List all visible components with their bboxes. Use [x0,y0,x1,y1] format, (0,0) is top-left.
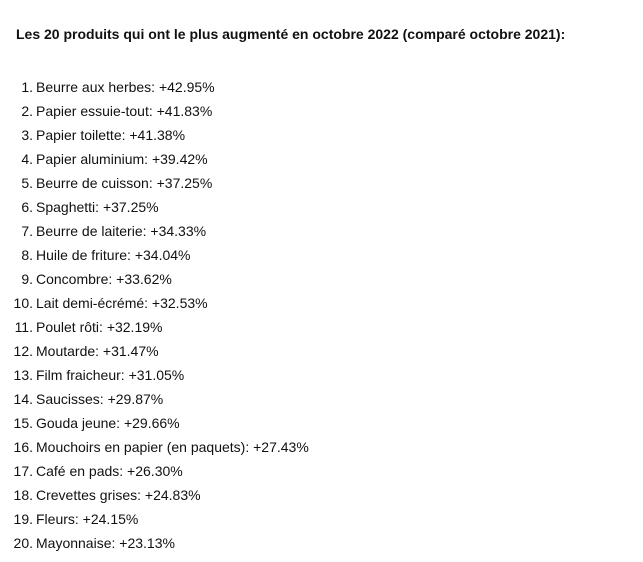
list-item-number: 16. [13,439,33,455]
list-item-number: 3. [21,127,33,143]
list-item-number: 11. [14,319,33,335]
list-item: 7. Beurre de laiterie: +34.33% [0,223,309,247]
list-item: 11. Poulet rôti: +32.19% [0,319,309,343]
list-item-number: 1. [21,79,33,95]
list-item-number: 15. [13,415,33,431]
list-item-text: Gouda jeune: +29.66% [36,415,180,431]
list-item-text: Papier essuie-tout: +41.83% [36,103,213,119]
list-item-number: 8. [21,247,33,263]
list-item: 12. Moutarde: +31.47% [0,343,309,367]
list-item-text: Fleurs: +24.15% [36,511,139,527]
list-item: 16. Mouchoirs en papier (en paquets): +27… [0,439,309,463]
list-item-number: 18. [13,487,33,503]
list-item: 1. Beurre aux herbes: +42.95% [0,79,309,103]
list-item-text: Huile de friture: +34.04% [36,247,191,263]
list-item-number: 19. [13,511,33,527]
list-item-text: Mouchoirs en papier (en paquets): +27.43… [36,439,309,455]
list-item: 18. Crevettes grises: +24.83% [0,487,309,511]
list-item-number: 7. [21,223,33,239]
list-item: 4. Papier aluminium: +39.42% [0,151,309,175]
list-item-number: 2. [21,103,33,119]
list-item-number: 4. [21,151,33,167]
list-item-number: 14. [13,391,33,407]
list-item-number: 20. [13,535,33,551]
list-item: 13. Film fraicheur: +31.05% [0,367,309,391]
list-item-text: Film fraicheur: +31.05% [36,367,185,383]
list-item-number: 10. [13,295,33,311]
list-item: 3. Papier toilette: +41.38% [0,127,309,151]
list-item: 5. Beurre de cuisson: +37.25% [0,175,309,199]
list-item-number: 9. [21,271,33,287]
list-item-number: 17. [13,463,33,479]
list-item-text: Beurre de laiterie: +34.33% [36,223,207,239]
list-item-text: Papier aluminium: +39.42% [36,151,208,167]
list-item-number: 12. [13,343,33,359]
list-item: 17. Café en pads: +26.30% [0,463,309,487]
list-item-text: Moutarde: +31.47% [36,343,159,359]
list-item-text: Spaghetti: +37.25% [36,199,159,215]
list-item-number: 13. [13,367,33,383]
list-item: 20. Mayonnaise: +23.13% [0,535,309,559]
list-item: 2. Papier essuie-tout: +41.83% [0,103,309,127]
list-item: 14. Saucisses: +29.87% [0,391,309,415]
list-item: 19. Fleurs: +24.15% [0,511,309,535]
list-item: 10. Lait demi-écrémé: +32.53% [0,295,309,319]
list-item-text: Beurre aux herbes: +42.95% [36,79,215,95]
list-item-number: 5. [21,175,33,191]
list-item-text: Concombre: +33.62% [36,271,172,287]
list-item: 9. Concombre: +33.62% [0,271,309,295]
list-item: 15. Gouda jeune: +29.66% [0,415,309,439]
list-item-text: Café en pads: +26.30% [36,463,183,479]
list-item-text: Crevettes grises: +24.83% [36,487,201,503]
list-item-text: Mayonnaise: +23.13% [36,535,175,551]
list-item-number: 6. [21,199,33,215]
price-increase-list: 1. Beurre aux herbes: +42.95% 2. Papier ess… [0,79,309,559]
list-item-text: Poulet rôti: +32.19% [36,319,163,335]
list-item-text: Beurre de cuisson: +37.25% [36,175,213,191]
list-item: 8. Huile de friture: +34.04% [0,247,309,271]
list-item-text: Papier toilette: +41.38% [36,127,186,143]
list-item-text: Lait demi-écrémé: +32.53% [36,295,208,311]
list-item-text: Saucisses: +29.87% [36,391,164,407]
page-title: Les 20 produits qui ont le plus augmenté… [16,26,566,42]
list-item: 6. Spaghetti: +37.25% [0,199,309,223]
